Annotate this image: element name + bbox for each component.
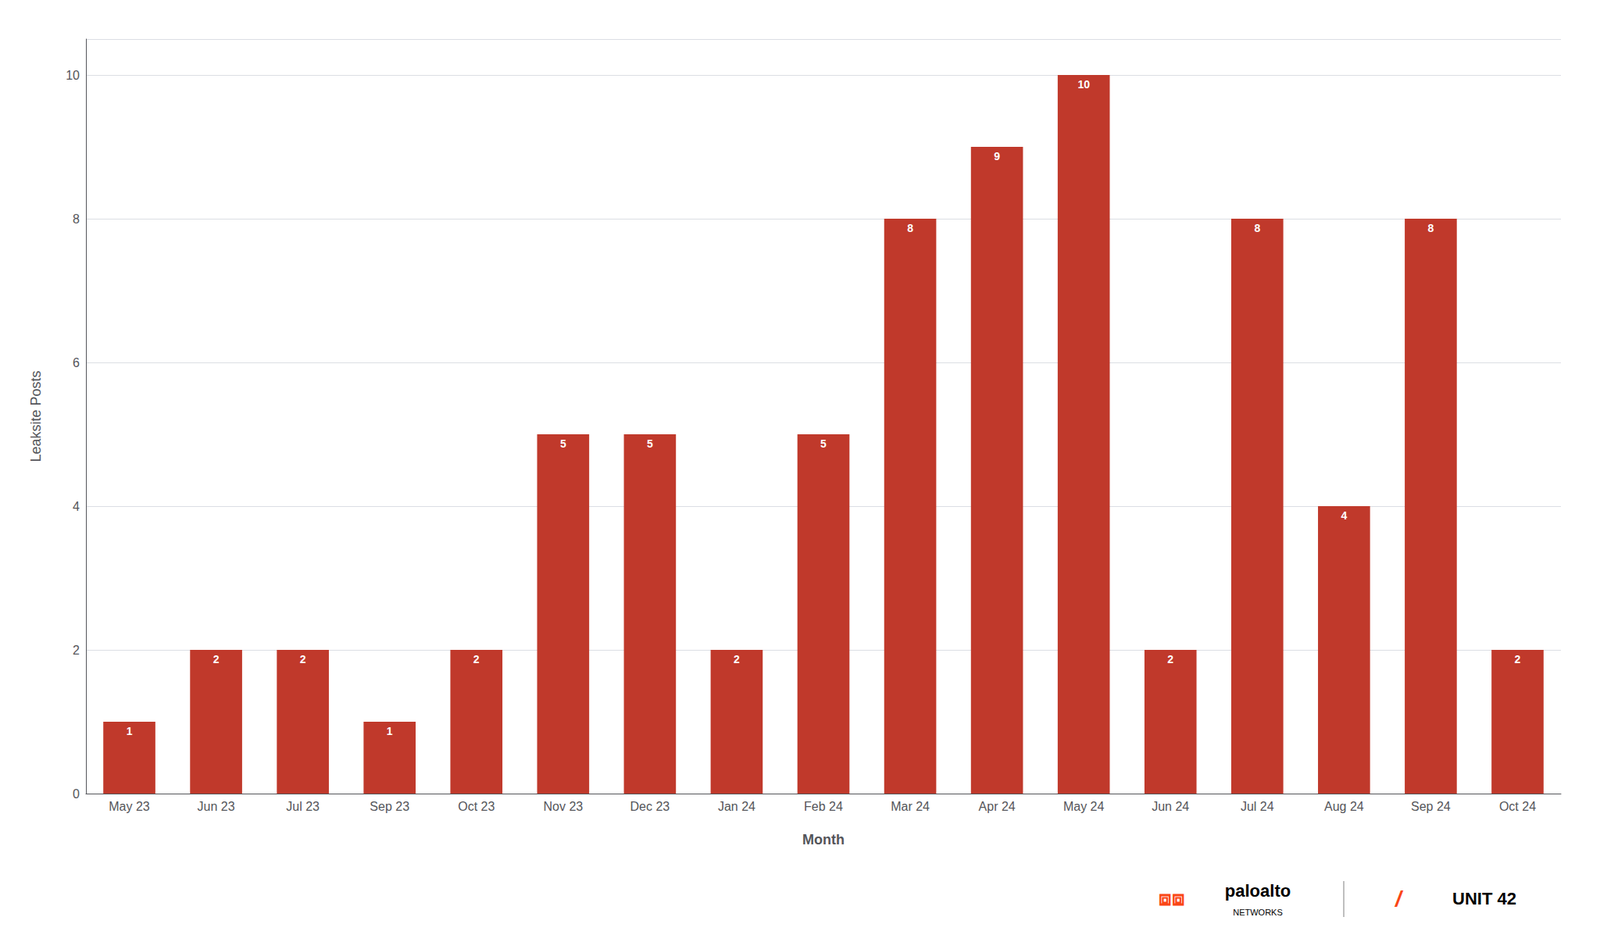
- svg-text:2: 2: [473, 653, 480, 666]
- svg-text:4: 4: [1340, 509, 1347, 522]
- svg-text:0: 0: [72, 787, 80, 801]
- svg-text:Leaksite Posts: Leaksite Posts: [28, 370, 44, 462]
- svg-text:4: 4: [72, 500, 80, 514]
- svg-text:Sep 23: Sep 23: [369, 800, 410, 814]
- svg-text:Oct 24: Oct 24: [1499, 800, 1536, 814]
- svg-text:/: /: [1393, 886, 1404, 911]
- svg-text:8: 8: [1428, 221, 1435, 235]
- svg-text:Dec 23: Dec 23: [630, 800, 671, 814]
- svg-text:8: 8: [907, 221, 914, 235]
- svg-text:2: 2: [1514, 653, 1522, 666]
- svg-text:8: 8: [72, 212, 80, 226]
- svg-text:⧈⧈: ⧈⧈: [1158, 886, 1186, 911]
- svg-text:Apr 24: Apr 24: [978, 800, 1016, 814]
- svg-text:Feb 24: Feb 24: [803, 800, 843, 814]
- svg-text:Oct 23: Oct 23: [457, 800, 495, 814]
- svg-text:6: 6: [72, 356, 80, 370]
- svg-text:1: 1: [386, 725, 393, 738]
- svg-text:2: 2: [213, 653, 220, 666]
- svg-text:Month: Month: [802, 832, 845, 848]
- svg-text:UNIT 42: UNIT 42: [1452, 889, 1517, 909]
- svg-text:NETWORKS: NETWORKS: [1232, 907, 1283, 918]
- svg-text:2: 2: [300, 653, 307, 666]
- svg-text:Nov 23: Nov 23: [542, 800, 583, 814]
- svg-text:9: 9: [993, 150, 1000, 163]
- svg-text:5: 5: [820, 437, 827, 450]
- svg-text:2: 2: [72, 643, 80, 658]
- svg-text:May 23: May 23: [108, 800, 150, 814]
- svg-text:Jul 24: Jul 24: [1240, 800, 1275, 814]
- svg-text:8: 8: [1253, 221, 1261, 235]
- svg-text:2: 2: [733, 653, 740, 666]
- svg-text:10: 10: [65, 68, 80, 83]
- svg-text:5: 5: [646, 437, 654, 450]
- svg-text:Jul 23: Jul 23: [285, 800, 320, 814]
- svg-text:Jun 23: Jun 23: [197, 800, 236, 814]
- svg-text:Jun 24: Jun 24: [1151, 800, 1190, 814]
- svg-text:2: 2: [1167, 653, 1174, 666]
- svg-text:Jan 24: Jan 24: [717, 800, 756, 814]
- svg-text:Sep 24: Sep 24: [1410, 800, 1451, 814]
- svg-text:Aug 24: Aug 24: [1324, 800, 1365, 814]
- svg-text:1: 1: [126, 725, 133, 738]
- svg-text:paloalto: paloalto: [1225, 881, 1291, 901]
- svg-text:5: 5: [560, 437, 567, 450]
- svg-text:Mar 24: Mar 24: [890, 800, 930, 814]
- svg-text:10: 10: [1077, 78, 1090, 91]
- svg-text:May 24: May 24: [1063, 800, 1105, 814]
